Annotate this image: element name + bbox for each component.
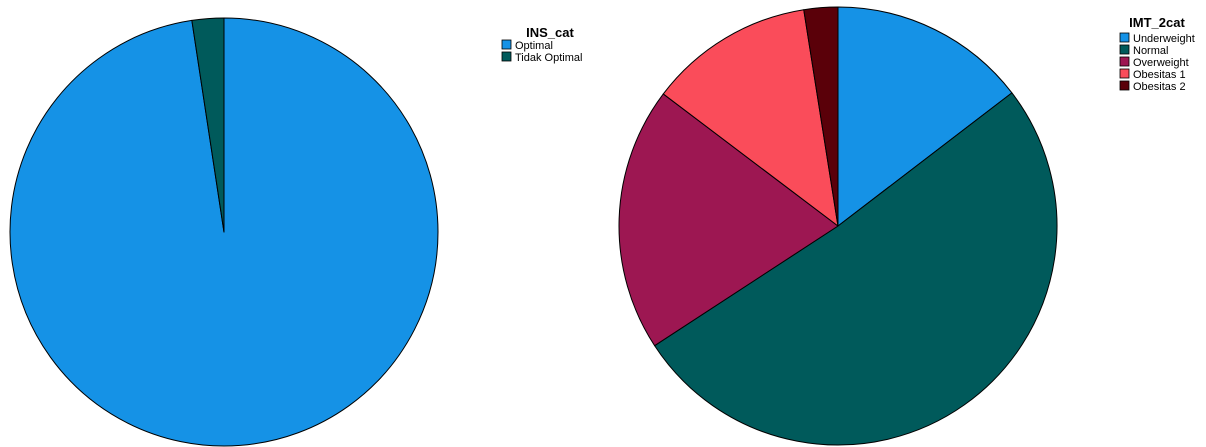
imt-2cat-legend-swatch-obesitas-2 (1119, 80, 1130, 91)
ins-cat-legend-label-optimal: Optimal (515, 40, 553, 52)
imt-2cat-slice-overweight (618, 93, 839, 347)
ins-cat-legend-label-tidak-optimal: Tidak Optimal (515, 52, 582, 64)
ins-cat-slices (9, 17, 439, 447)
ins-cat-slice-tidak-optimal (191, 17, 225, 233)
imt-2cat-pie-chart: IMT_2cat UnderweightNormalOverweightObes… (618, 6, 1195, 446)
imt-2cat-slice-obesitas-1 (662, 9, 839, 227)
imt-2cat-legend-title: IMT_2cat (1129, 15, 1185, 30)
imt-2cat-legend-swatch-normal (1119, 44, 1130, 55)
imt-2cat-slices (618, 6, 1058, 446)
imt-2cat-legend-swatch-overweight (1119, 56, 1130, 67)
imt-2cat-legend-label-underweight: Underweight (1133, 33, 1195, 45)
imt-2cat-legend-item-normal: Normal (1119, 44, 1168, 57)
imt-2cat-legend-swatch-obesitas-1 (1119, 68, 1130, 79)
ins-cat-legend-item-tidak-optimal: Tidak Optimal (501, 51, 582, 64)
imt-2cat-legend-label-normal: Normal (1133, 45, 1168, 57)
imt-2cat-legend-label-obesitas-2: Obesitas 2 (1133, 81, 1186, 93)
imt-2cat-legend-item-underweight: Underweight (1119, 32, 1195, 45)
ins-cat-legend-title: INS_cat (526, 25, 574, 40)
imt-2cat-legend-item-overweight: Overweight (1119, 56, 1189, 69)
imt-2cat-legend-item-obesitas-2: Obesitas 2 (1119, 80, 1186, 93)
imt-2cat-legend-label-obesitas-1: Obesitas 1 (1133, 69, 1186, 81)
ins-cat-legend-swatch-tidak-optimal (501, 51, 512, 62)
imt-2cat-legend-swatch-underweight (1119, 32, 1130, 43)
ins-cat-legend-swatch-optimal (501, 39, 512, 50)
imt-2cat-slice-obesitas-2 (803, 6, 839, 227)
imt-2cat-legend-label-overweight: Overweight (1133, 57, 1189, 69)
imt-2cat-legend-item-obesitas-1: Obesitas 1 (1119, 68, 1186, 81)
imt-2cat-slice-normal (654, 92, 1058, 446)
imt-2cat-legend: IMT_2cat UnderweightNormalOverweightObes… (1119, 15, 1195, 93)
imt-2cat-slice-underweight (837, 6, 1013, 227)
ins-cat-legend-item-optimal: Optimal (501, 39, 553, 52)
